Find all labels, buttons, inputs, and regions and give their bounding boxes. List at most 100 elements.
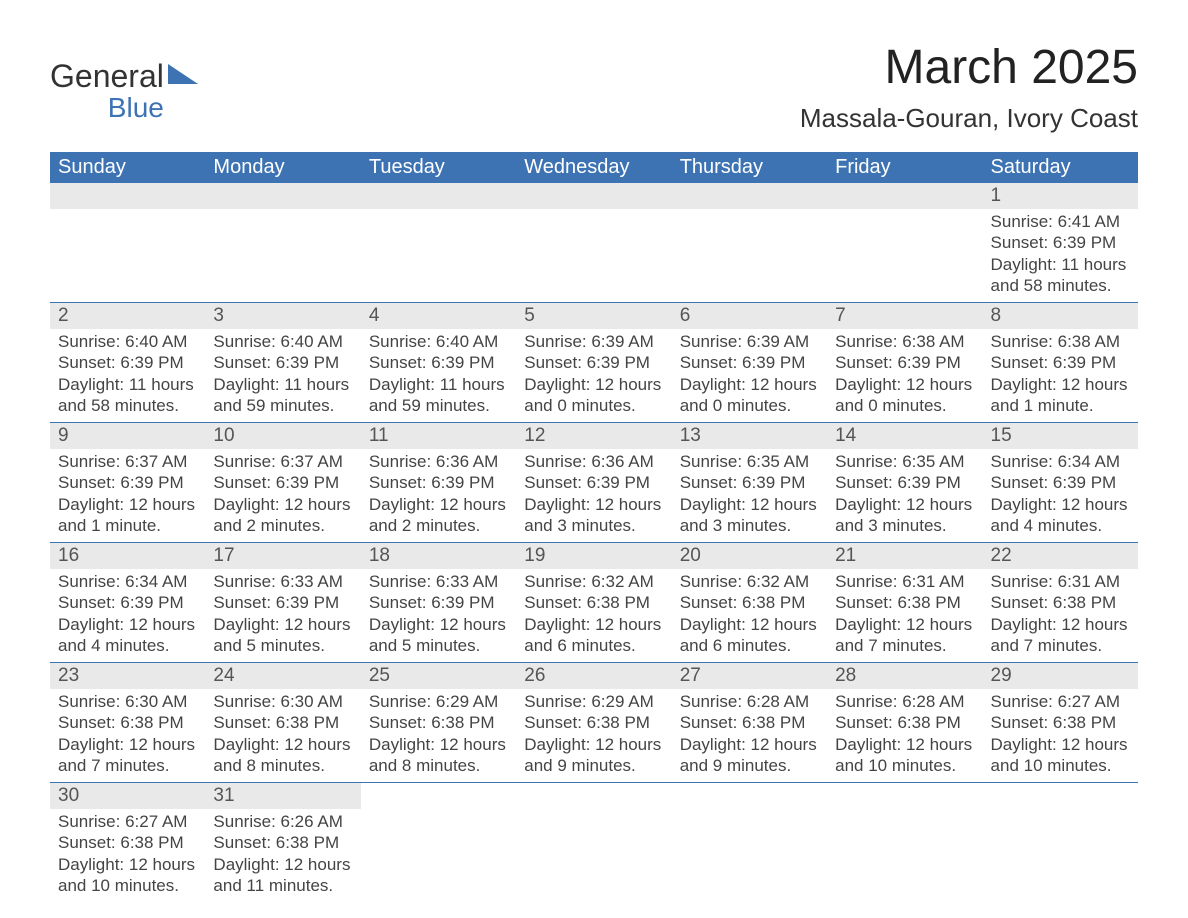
day-number: 15 bbox=[983, 423, 1138, 449]
day-number: 9 bbox=[50, 423, 205, 449]
calendar-day-cell: 24Sunrise: 6:30 AMSunset: 6:38 PMDayligh… bbox=[205, 663, 360, 783]
sunrise-line: Sunrise: 6:40 AM bbox=[213, 331, 352, 352]
day-number: 20 bbox=[672, 543, 827, 569]
daylight-line: Daylight: 12 hours and 5 minutes. bbox=[213, 614, 352, 657]
daylight-line: Daylight: 12 hours and 7 minutes. bbox=[991, 614, 1130, 657]
location: Massala-Gouran, Ivory Coast bbox=[800, 103, 1138, 134]
sunset-line: Sunset: 6:38 PM bbox=[58, 712, 197, 733]
day-number: 6 bbox=[672, 303, 827, 329]
daylight-line: Daylight: 12 hours and 3 minutes. bbox=[835, 494, 974, 537]
weekday-header: Tuesday bbox=[361, 152, 516, 183]
day-content: Sunrise: 6:33 AMSunset: 6:39 PMDaylight:… bbox=[205, 569, 360, 662]
daylight-line: Daylight: 12 hours and 6 minutes. bbox=[680, 614, 819, 657]
day-content: Sunrise: 6:27 AMSunset: 6:38 PMDaylight:… bbox=[983, 689, 1138, 782]
sunrise-line: Sunrise: 6:27 AM bbox=[58, 811, 197, 832]
calendar-week-row: 23Sunrise: 6:30 AMSunset: 6:38 PMDayligh… bbox=[50, 663, 1138, 783]
day-number bbox=[672, 183, 827, 209]
calendar-week-row: 16Sunrise: 6:34 AMSunset: 6:39 PMDayligh… bbox=[50, 543, 1138, 663]
day-number bbox=[672, 783, 827, 809]
day-number: 28 bbox=[827, 663, 982, 689]
sunrise-line: Sunrise: 6:31 AM bbox=[835, 571, 974, 592]
calendar-day-cell bbox=[672, 783, 827, 903]
sunset-line: Sunset: 6:39 PM bbox=[835, 472, 974, 493]
day-number: 8 bbox=[983, 303, 1138, 329]
sunset-line: Sunset: 6:39 PM bbox=[58, 352, 197, 373]
day-number: 11 bbox=[361, 423, 516, 449]
calendar-day-cell: 22Sunrise: 6:31 AMSunset: 6:38 PMDayligh… bbox=[983, 543, 1138, 663]
sunrise-line: Sunrise: 6:32 AM bbox=[524, 571, 663, 592]
sunset-line: Sunset: 6:39 PM bbox=[991, 232, 1130, 253]
calendar-day-cell bbox=[672, 183, 827, 303]
day-content: Sunrise: 6:38 AMSunset: 6:39 PMDaylight:… bbox=[983, 329, 1138, 422]
sunset-line: Sunset: 6:39 PM bbox=[369, 352, 508, 373]
sunrise-line: Sunrise: 6:39 AM bbox=[680, 331, 819, 352]
day-content: Sunrise: 6:32 AMSunset: 6:38 PMDaylight:… bbox=[672, 569, 827, 662]
daylight-line: Daylight: 12 hours and 7 minutes. bbox=[835, 614, 974, 657]
day-number: 21 bbox=[827, 543, 982, 569]
sunset-line: Sunset: 6:39 PM bbox=[680, 472, 819, 493]
sunset-line: Sunset: 6:39 PM bbox=[369, 592, 508, 613]
day-content: Sunrise: 6:31 AMSunset: 6:38 PMDaylight:… bbox=[827, 569, 982, 662]
sunrise-line: Sunrise: 6:27 AM bbox=[991, 691, 1130, 712]
daylight-line: Daylight: 12 hours and 8 minutes. bbox=[369, 734, 508, 777]
daylight-line: Daylight: 12 hours and 4 minutes. bbox=[58, 614, 197, 657]
day-content: Sunrise: 6:32 AMSunset: 6:38 PMDaylight:… bbox=[516, 569, 671, 662]
calendar-week-row: 1Sunrise: 6:41 AMSunset: 6:39 PMDaylight… bbox=[50, 183, 1138, 303]
day-number: 22 bbox=[983, 543, 1138, 569]
sunset-line: Sunset: 6:38 PM bbox=[213, 832, 352, 853]
day-number: 14 bbox=[827, 423, 982, 449]
sunrise-line: Sunrise: 6:33 AM bbox=[213, 571, 352, 592]
day-number bbox=[516, 783, 671, 809]
logo-text-bottom: Blue bbox=[50, 94, 164, 122]
day-content: Sunrise: 6:40 AMSunset: 6:39 PMDaylight:… bbox=[50, 329, 205, 422]
sunrise-line: Sunrise: 6:30 AM bbox=[58, 691, 197, 712]
sunset-line: Sunset: 6:39 PM bbox=[680, 352, 819, 373]
weekday-header: Saturday bbox=[983, 152, 1138, 183]
day-content: Sunrise: 6:37 AMSunset: 6:39 PMDaylight:… bbox=[205, 449, 360, 542]
sunset-line: Sunset: 6:38 PM bbox=[369, 712, 508, 733]
day-number: 30 bbox=[50, 783, 205, 809]
sunrise-line: Sunrise: 6:38 AM bbox=[991, 331, 1130, 352]
calendar-day-cell: 14Sunrise: 6:35 AMSunset: 6:39 PMDayligh… bbox=[827, 423, 982, 543]
calendar-body: 1Sunrise: 6:41 AMSunset: 6:39 PMDaylight… bbox=[50, 183, 1138, 902]
sunrise-line: Sunrise: 6:32 AM bbox=[680, 571, 819, 592]
sunset-line: Sunset: 6:39 PM bbox=[835, 352, 974, 373]
weekday-header: Thursday bbox=[672, 152, 827, 183]
daylight-line: Daylight: 12 hours and 9 minutes. bbox=[680, 734, 819, 777]
day-number bbox=[205, 183, 360, 209]
calendar-day-cell bbox=[205, 183, 360, 303]
sunset-line: Sunset: 6:39 PM bbox=[213, 592, 352, 613]
sunset-line: Sunset: 6:38 PM bbox=[58, 832, 197, 853]
day-number bbox=[361, 183, 516, 209]
calendar-day-cell: 1Sunrise: 6:41 AMSunset: 6:39 PMDaylight… bbox=[983, 183, 1138, 303]
sunset-line: Sunset: 6:39 PM bbox=[213, 472, 352, 493]
daylight-line: Daylight: 12 hours and 3 minutes. bbox=[524, 494, 663, 537]
sunrise-line: Sunrise: 6:36 AM bbox=[524, 451, 663, 472]
day-number bbox=[827, 783, 982, 809]
day-content: Sunrise: 6:28 AMSunset: 6:38 PMDaylight:… bbox=[672, 689, 827, 782]
day-content: Sunrise: 6:30 AMSunset: 6:38 PMDaylight:… bbox=[50, 689, 205, 782]
day-content: Sunrise: 6:30 AMSunset: 6:38 PMDaylight:… bbox=[205, 689, 360, 782]
day-number: 16 bbox=[50, 543, 205, 569]
sunrise-line: Sunrise: 6:35 AM bbox=[680, 451, 819, 472]
day-number bbox=[827, 183, 982, 209]
day-number: 23 bbox=[50, 663, 205, 689]
daylight-line: Daylight: 12 hours and 2 minutes. bbox=[369, 494, 508, 537]
daylight-line: Daylight: 12 hours and 10 minutes. bbox=[58, 854, 197, 897]
day-content: Sunrise: 6:29 AMSunset: 6:38 PMDaylight:… bbox=[361, 689, 516, 782]
day-number: 18 bbox=[361, 543, 516, 569]
sunset-line: Sunset: 6:39 PM bbox=[369, 472, 508, 493]
day-content: Sunrise: 6:41 AMSunset: 6:39 PMDaylight:… bbox=[983, 209, 1138, 302]
sunset-line: Sunset: 6:38 PM bbox=[991, 712, 1130, 733]
calendar-day-cell: 10Sunrise: 6:37 AMSunset: 6:39 PMDayligh… bbox=[205, 423, 360, 543]
calendar-day-cell: 30Sunrise: 6:27 AMSunset: 6:38 PMDayligh… bbox=[50, 783, 205, 903]
day-number bbox=[361, 783, 516, 809]
sunrise-line: Sunrise: 6:40 AM bbox=[369, 331, 508, 352]
day-number: 1 bbox=[983, 183, 1138, 209]
sunset-line: Sunset: 6:39 PM bbox=[991, 352, 1130, 373]
day-number: 29 bbox=[983, 663, 1138, 689]
sunrise-line: Sunrise: 6:26 AM bbox=[213, 811, 352, 832]
day-number: 26 bbox=[516, 663, 671, 689]
day-number: 7 bbox=[827, 303, 982, 329]
sunset-line: Sunset: 6:38 PM bbox=[680, 592, 819, 613]
